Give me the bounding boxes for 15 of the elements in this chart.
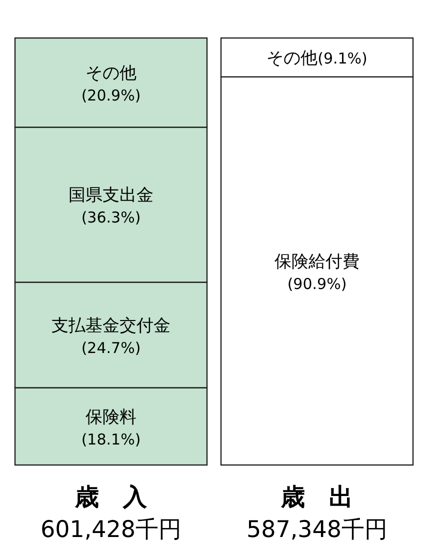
data-label: (18.1%) bbox=[81, 430, 141, 448]
data-label: (9.1%) bbox=[318, 49, 368, 68]
data-label: (90.9%) bbox=[287, 274, 347, 293]
data-label: (20.9%) bbox=[81, 86, 141, 105]
text: 587,348千円 bbox=[246, 517, 388, 543]
series-label: 支払基金交付金 bbox=[52, 316, 170, 336]
series-label: その他 bbox=[86, 64, 136, 84]
data-label: (24.7%) bbox=[81, 338, 141, 357]
text: 601,428千円 bbox=[40, 517, 182, 543]
data-label: (36.3%) bbox=[81, 208, 141, 227]
x-tick-label: 歳 入 bbox=[74, 483, 148, 511]
series-label: 保険料 bbox=[86, 407, 136, 428]
x-tick-label: 歳 出 bbox=[280, 483, 353, 511]
series-label: 国県支出金 bbox=[68, 186, 154, 206]
series-label: 保険給付費 bbox=[274, 252, 360, 272]
